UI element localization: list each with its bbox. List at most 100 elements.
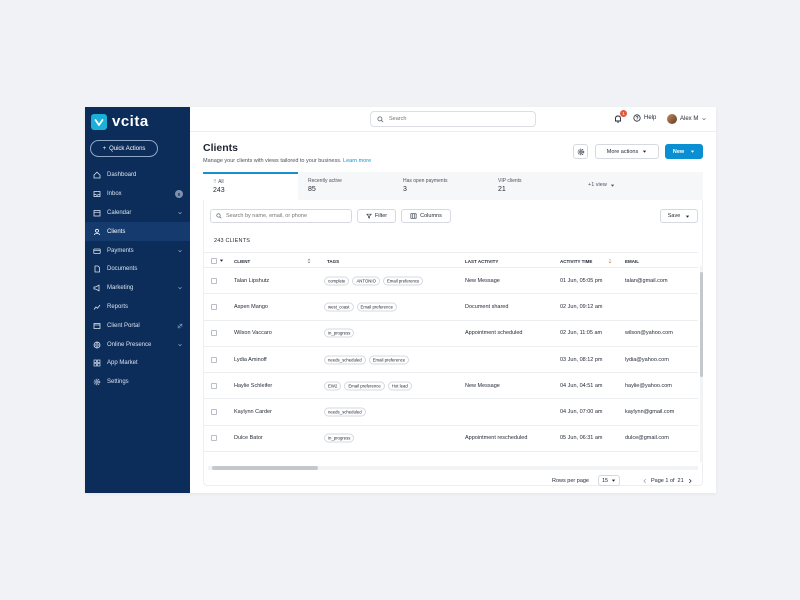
- row-checkbox[interactable]: [211, 435, 217, 442]
- sidebar-item-reports[interactable]: Reports: [85, 298, 190, 317]
- tab-vip-clients[interactable]: VIP clients 21: [488, 172, 583, 200]
- table-row[interactable]: Lydia Aminoff needs_scheduled Email pref…: [204, 347, 698, 374]
- chevron-down-icon: [178, 211, 182, 215]
- activity-time: 03 Jun, 08:12 pm: [560, 356, 603, 363]
- learn-more-link[interactable]: Learn more: [343, 158, 372, 164]
- search-icon: [216, 213, 222, 219]
- client-name[interactable]: Kaylynn Carder: [234, 409, 272, 416]
- more-views-dropdown[interactable]: +1 view: [588, 182, 615, 188]
- sidebar-item-label: Marketing: [107, 285, 134, 292]
- sidebar-item-app-market[interactable]: App Market: [85, 354, 190, 373]
- client-name[interactable]: Dulce Bator: [234, 435, 263, 442]
- header-activity-time[interactable]: ACTIVITY TIME: [560, 259, 592, 264]
- sort-desc-icon[interactable]: [608, 258, 612, 264]
- row-tags: complete ANTONIO Email preference: [324, 276, 424, 286]
- sidebar-item-dashboard[interactable]: Dashboard: [85, 166, 190, 185]
- client-name[interactable]: Lydia Aminoff: [234, 356, 267, 363]
- header-email[interactable]: EMAIL: [625, 259, 639, 264]
- sidebar-item-label: Documents: [107, 266, 138, 273]
- row-checkbox[interactable]: [211, 356, 217, 363]
- table-row[interactable]: Wilson Vaccaro in_progress Appointment s…: [204, 321, 698, 347]
- chevron-right-icon[interactable]: [687, 478, 693, 484]
- client-name[interactable]: Aspen Mango: [234, 303, 268, 310]
- portal-icon: [93, 322, 101, 329]
- new-label: New: [672, 148, 685, 155]
- row-checkbox[interactable]: [211, 277, 217, 284]
- table-row[interactable]: Dulce Bator in_progress Appointment resc…: [204, 426, 698, 453]
- caret-down-icon: [611, 479, 616, 482]
- columns-button[interactable]: Columns: [401, 209, 451, 223]
- rows-per-page-select[interactable]: 15: [598, 475, 620, 486]
- client-name[interactable]: Haylie Schleifer: [234, 382, 273, 389]
- vertical-scrollbar[interactable]: [700, 266, 703, 462]
- activity-time: 01 Jun, 05:05 pm: [560, 277, 603, 284]
- logo[interactable]: vcita: [91, 113, 149, 130]
- tag: needs_scheduled: [324, 407, 366, 417]
- row-checkbox[interactable]: [211, 303, 217, 310]
- client-search[interactable]: [210, 209, 352, 223]
- vertical-scroll-thumb[interactable]: [700, 272, 703, 377]
- sidebar-item-inbox[interactable]: Inbox 0: [85, 185, 190, 204]
- header-client[interactable]: CLIENT: [234, 259, 250, 264]
- row-checkbox[interactable]: [211, 382, 217, 389]
- sidebar-item-client-portal[interactable]: Client Portal: [85, 316, 190, 335]
- header-last-activity[interactable]: LAST ACTIVITY: [465, 259, 498, 264]
- filter-button[interactable]: Filter: [357, 209, 396, 223]
- last-activity: Appointment rescheduled: [465, 435, 528, 442]
- tab-has-open-payments[interactable]: Has open payments 3: [393, 172, 488, 200]
- row-checkbox[interactable]: [211, 409, 217, 416]
- sidebar-item-payments[interactable]: Payments: [85, 241, 190, 260]
- sidebar-item-clients[interactable]: Clients: [85, 222, 190, 242]
- select-all-control[interactable]: [211, 257, 224, 264]
- sidebar-item-calendar[interactable]: Calendar: [85, 204, 190, 223]
- sidebar-item-settings[interactable]: Settings: [85, 373, 190, 392]
- client-name[interactable]: Wilson Vaccaro: [234, 330, 272, 337]
- sidebar-item-marketing[interactable]: Marketing: [85, 279, 190, 298]
- last-activity: New Message: [465, 277, 500, 284]
- horizontal-scroll-thumb[interactable]: [212, 466, 318, 470]
- chevron-left-icon[interactable]: [642, 478, 648, 484]
- header-email-label: EMAIL: [625, 259, 639, 264]
- drag-handle-icon: ⠿: [213, 179, 219, 185]
- sidebar-item-label: Inbox: [107, 191, 122, 198]
- user-name: Alex M: [680, 116, 699, 122]
- clients-card: Filter Columns Save 243 CLIENTS CLIE: [203, 200, 703, 486]
- bell-icon[interactable]: [613, 114, 623, 124]
- header-tags[interactable]: TAGS: [327, 259, 339, 264]
- user-menu[interactable]: Alex M: [667, 114, 707, 124]
- tag: west_coast: [324, 302, 354, 312]
- sidebar-item-online-presence[interactable]: Online Presence: [85, 335, 190, 354]
- tag: Hot lead: [387, 381, 412, 391]
- sidebar-item-label: Dashboard: [107, 172, 137, 179]
- header-last-activity-label: LAST ACTIVITY: [465, 259, 499, 264]
- email: wilson@yahoo.com: [625, 330, 673, 337]
- tab-all[interactable]: ⠿ All 243: [203, 172, 298, 200]
- table-row[interactable]: Kaylynn Carder needs_scheduled 04 Jun, 0…: [204, 400, 698, 426]
- table-row[interactable]: Talan Lipshutz complete ANTONIO Email pr…: [204, 268, 698, 295]
- help-button[interactable]: Help: [633, 114, 656, 122]
- global-search-input[interactable]: [389, 116, 519, 122]
- client-search-input[interactable]: [226, 213, 351, 219]
- client-name[interactable]: Talan Lipshutz: [234, 277, 270, 284]
- row-checkbox[interactable]: [211, 330, 217, 337]
- more-actions-button[interactable]: More actions: [595, 144, 659, 159]
- global-search[interactable]: [370, 111, 536, 127]
- table-row[interactable]: Haylie Schleifer EW2 Email preference Ho…: [204, 373, 698, 400]
- total-pages: 21: [677, 478, 684, 484]
- clients-count: 243 CLIENTS: [214, 238, 251, 244]
- new-button[interactable]: New: [665, 144, 703, 159]
- sort-icon[interactable]: [307, 258, 311, 264]
- table-row[interactable]: Aspen Mango west_coast Email preference …: [204, 294, 698, 321]
- row-tags: in_progress: [324, 328, 355, 338]
- sidebar-item-documents[interactable]: Documents: [85, 260, 190, 279]
- tab-recently-active[interactable]: Recently active 85: [298, 172, 393, 200]
- last-activity: New Message: [465, 382, 500, 389]
- horizontal-scrollbar[interactable]: [208, 466, 698, 470]
- save-view-button[interactable]: Save: [660, 209, 698, 223]
- home-icon: [93, 172, 101, 179]
- settings-button[interactable]: [573, 144, 588, 159]
- select-all-checkbox[interactable]: [211, 257, 217, 264]
- sidebar: vcita + Quick Actions Dashboard Inbox 0 …: [85, 107, 190, 493]
- tag: ANTONIO: [352, 276, 380, 286]
- quick-actions-button[interactable]: + Quick Actions: [90, 140, 158, 157]
